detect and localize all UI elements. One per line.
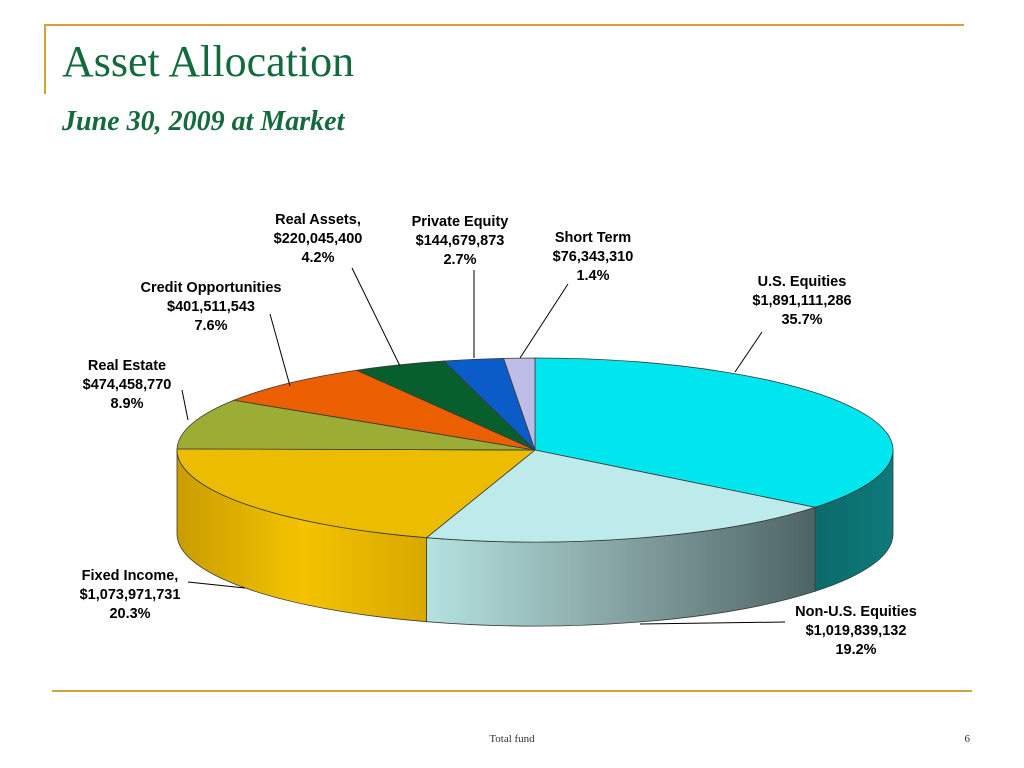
slice-percent: 2.7% — [443, 252, 476, 268]
pie-slice-non-u-s-equities — [425, 449, 817, 543]
slice-name: Fixed Income, — [82, 568, 179, 584]
slice-amount: $220,045,400 — [274, 231, 363, 247]
slice-name: Private Equity — [412, 214, 509, 230]
pie-slice-credit-opportunities — [232, 369, 536, 451]
slice-amount: $1,019,839,132 — [806, 623, 907, 639]
slice-percent: 19.2% — [835, 642, 876, 658]
leader-line-short-term — [519, 283, 569, 359]
slice-label-private-equity: Private Equity $144,679,873 2.7% — [412, 214, 509, 268]
slice-percent: 4.2% — [301, 250, 334, 266]
pie-leader-lines — [181, 267, 786, 625]
top-accent-rule — [44, 24, 964, 26]
slice-amount: $401,511,543 — [167, 299, 255, 315]
slice-percent: 20.3% — [109, 606, 150, 622]
slide-subtitle: June 30, 2009 at Market — [62, 106, 345, 137]
slice-label-fixed-income: Fixed Income, $1,073,971,731 20.3% — [80, 568, 181, 622]
slice-percent: 1.4% — [576, 268, 609, 284]
slice-name: Real Estate — [88, 358, 166, 374]
slice-label-real-estate: Real Estate $474,458,770 8.9% — [83, 358, 172, 412]
slice-label-real-assets: Real Assets, $220,045,400 4.2% — [274, 212, 363, 266]
leader-line-u-s-equities — [734, 331, 763, 373]
pie-slice-real-estate — [176, 399, 536, 451]
pie-top-faces — [176, 357, 894, 543]
slice-label-short-term: Short Term $76,343,310 1.4% — [553, 230, 634, 284]
slice-label-non-u-s-equities: Non-U.S. Equities $1,019,839,132 19.2% — [795, 604, 917, 658]
bottom-accent-rule — [52, 690, 972, 692]
page-number: 6 — [964, 733, 971, 745]
slice-amount: $1,891,111,286 — [752, 293, 851, 309]
slice-amount: $474,458,770 — [83, 377, 172, 393]
slice-label-u-s-equities: U.S. Equities $1,891,111,286 35.7% — [752, 274, 851, 328]
slice-percent: 8.9% — [110, 396, 143, 412]
slice-label-credit-opportunities: Credit Opportunities $401,511,543 7.6% — [141, 280, 282, 334]
slice-percent: 35.7% — [781, 312, 822, 328]
slice-name: Non-U.S. Equities — [795, 604, 917, 620]
leader-line-real-assets — [351, 267, 401, 367]
side-accent-rule — [44, 24, 46, 94]
slice-name: U.S. Equities — [758, 274, 847, 290]
leader-line-credit-opportunities — [269, 313, 291, 387]
slice-name: Real Assets, — [275, 212, 361, 228]
leader-line-real-estate — [181, 389, 189, 421]
slide-title: Asset Allocation — [62, 37, 355, 86]
slice-amount: $144,679,873 — [416, 233, 505, 249]
slice-name: Short Term — [555, 230, 631, 246]
pie-slice-u-s-equities — [534, 357, 894, 508]
pie-slice-short-term — [502, 357, 536, 451]
slice-percent: 7.6% — [194, 318, 227, 334]
slice-amount: $76,343,310 — [553, 249, 634, 265]
slice-amount: $1,073,971,731 — [80, 587, 181, 603]
leader-line-fixed-income — [187, 581, 246, 589]
pie-labels: U.S. Equities $1,891,111,286 35.7% Non-U.S.… — [80, 212, 917, 658]
footer-label: Total fund — [489, 733, 535, 745]
slice-name: Credit Opportunities — [141, 280, 282, 296]
leader-line-non-u-s-equities — [639, 621, 786, 625]
pie-slice-fixed-income — [176, 448, 537, 539]
